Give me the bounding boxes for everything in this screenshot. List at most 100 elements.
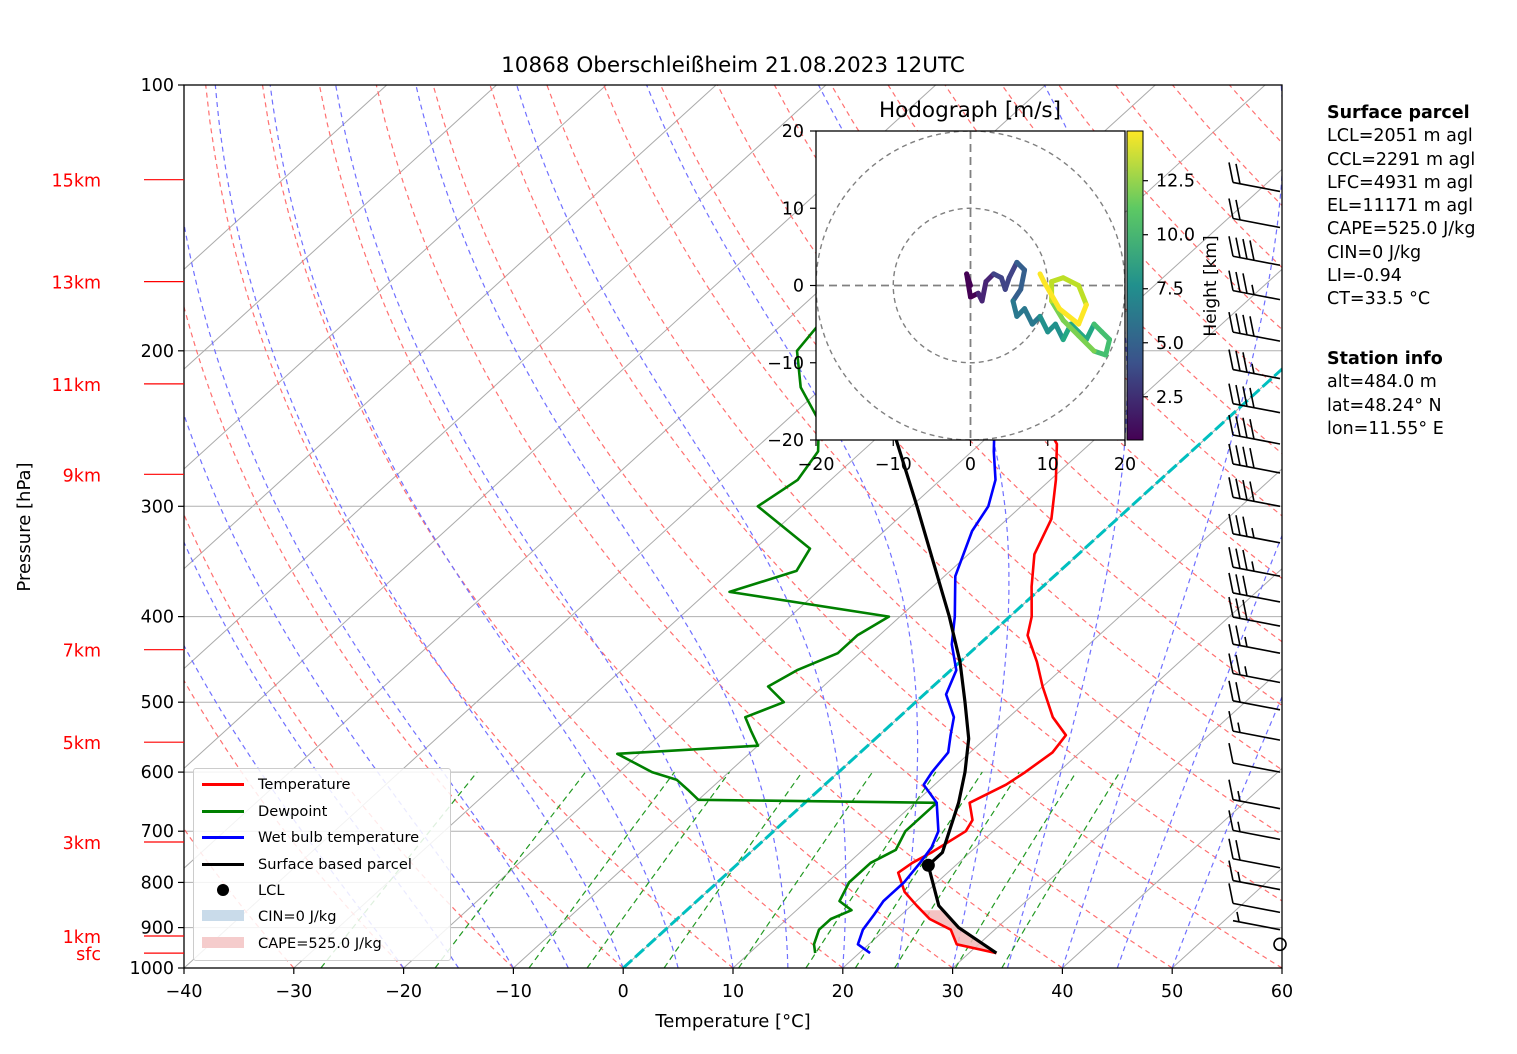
moist-adiabat-line	[415, 85, 789, 968]
wind-barb-staff	[1232, 616, 1281, 627]
moist-adiabat-line	[1006, 85, 1128, 968]
hodograph-x-tick-label: −10	[875, 455, 912, 475]
wind-barb-flag	[1235, 350, 1241, 372]
hodograph-segment	[1041, 279, 1062, 312]
wind-barb-flag	[1228, 742, 1234, 764]
mixing-ratio-line	[663, 771, 803, 968]
moist-adiabat-line	[214, 85, 624, 968]
station-lon: lon=11.55° E	[1327, 418, 1444, 439]
mixing-ratio-line	[738, 771, 873, 968]
wind-barb-flag	[1249, 419, 1255, 440]
wind-barb	[1228, 596, 1281, 627]
wind-barb-flag	[1228, 513, 1234, 535]
station-alt: alt=484.0 m	[1327, 372, 1437, 393]
wind-barb-flag	[1235, 416, 1241, 437]
hodograph-title: Hodograph [m/s]	[879, 98, 1061, 123]
wind-barb-flag	[1242, 386, 1248, 407]
hodograph-y-tick-label: −20	[767, 431, 804, 451]
wind-barb-staff	[1232, 402, 1281, 414]
wind-barb-flag	[1228, 311, 1234, 333]
dry-adiabat-line	[184, 304, 624, 968]
wind-barb-flag	[1228, 572, 1234, 594]
wind-barb-flag	[1249, 481, 1255, 502]
wind-barb-staff	[1232, 434, 1281, 445]
wind-barb-flag	[1249, 316, 1255, 337]
wind-barb-flag	[1235, 271, 1241, 293]
wind-barb-flag	[1235, 548, 1241, 569]
hodograph-plot-area	[816, 131, 1125, 440]
y-tick-label: 800	[141, 873, 174, 893]
wind-barb-staff	[1232, 217, 1281, 229]
wind-barb	[1228, 653, 1281, 684]
wind-barb-staff	[1232, 463, 1281, 474]
legend-label: Dewpoint	[258, 802, 328, 820]
dry-adiabat-line	[887, 85, 1282, 517]
profile-dewpoint	[615, 185, 939, 954]
wind-barb-flag	[1228, 414, 1234, 436]
legend-label: LCL	[258, 881, 285, 899]
wind-barb-staff	[1232, 592, 1281, 603]
legend-label: Temperature	[258, 775, 351, 793]
y-tick-label: 100	[141, 76, 174, 96]
mixing-ratio-line	[434, 771, 587, 968]
parcel-lfc: LFC=4931 m agl	[1327, 172, 1474, 193]
wind-barb-flag	[1235, 237, 1241, 258]
dry-adiabat-line	[603, 85, 1282, 836]
legend-item-cin: CIN=0 J/kg	[202, 906, 337, 926]
y-tick-label: 700	[141, 822, 174, 842]
hodograph-y-tick-label: 0	[793, 277, 804, 297]
hodograph-segment	[1037, 313, 1051, 335]
wind-barb-staff	[1232, 566, 1281, 578]
wind-barb-half-flag	[1244, 666, 1248, 677]
wind-barb-flag	[1228, 547, 1234, 568]
wind-barb-flag	[1228, 270, 1234, 291]
colorbar-tick-label: 12.5	[1156, 172, 1195, 192]
hodograph-x-tick-label: 20	[1114, 455, 1136, 475]
moist-adiabat-line	[335, 85, 734, 968]
x-tick-label: −10	[495, 982, 532, 1002]
mixing-ratio-line	[894, 771, 1020, 968]
wind-barb-flag	[1228, 198, 1234, 219]
hodograph-x-tick-label: 10	[1037, 455, 1059, 475]
x-axis-label: Temperature [°C]	[654, 1011, 810, 1032]
hodograph-segment	[964, 271, 973, 300]
wind-barb-flag	[1242, 599, 1248, 621]
wind-barb	[1228, 270, 1281, 301]
dry-adiabat-line	[318, 85, 953, 968]
x-tick-label: 20	[832, 982, 854, 1002]
hodograph: −20 −10 0 10 20 −20 −10 0 10 20 2.5 5.0 7.5 10.0 12.5	[767, 122, 1195, 475]
station-info-heading: Station info	[1327, 349, 1443, 369]
wind-barb-staff	[1232, 255, 1281, 267]
y-tick-label: 300	[141, 497, 174, 517]
zero-isotherm-line	[622, 367, 1282, 968]
wind-barb-half-flag	[1237, 790, 1241, 802]
wind-barb-flag	[1242, 352, 1248, 373]
y-tick-label: 400	[141, 608, 174, 628]
wind-barb-half-flag	[1237, 722, 1241, 733]
hodograph-segment	[1056, 306, 1082, 327]
wind-barb	[1228, 414, 1281, 445]
wind-barb-flag	[1228, 779, 1234, 800]
height-label: 13km	[52, 274, 101, 294]
moist-adiabat-line	[184, 413, 514, 968]
y-tick-label: 600	[141, 763, 174, 783]
wind-barb-staff	[1232, 496, 1281, 508]
moist-adiabat-line	[184, 644, 405, 968]
hodograph-y-tick-label: 20	[782, 122, 804, 142]
wind-barb	[1228, 443, 1281, 474]
height-label: 1km	[63, 928, 101, 948]
wind-barb-flag	[1235, 163, 1241, 185]
wind-barb-staff	[1232, 857, 1281, 869]
hodograph-segment	[1060, 275, 1082, 288]
parcel-ccl: CCL=2291 m agl	[1327, 149, 1476, 170]
legend-item-wetbulb: Wet bulb temperature	[202, 827, 419, 847]
parcel-ct: CT=33.5 °C	[1327, 289, 1431, 310]
wind-barb-staff	[1232, 879, 1281, 891]
wind-barb-flag	[1249, 240, 1255, 261]
wind-barb-half-flag	[1237, 821, 1241, 832]
hodograph-x-tick-label: −20	[798, 455, 835, 475]
wind-barb-flag	[1228, 653, 1234, 674]
isotherm-line	[184, 85, 607, 470]
wind-barb-flag	[1235, 625, 1241, 646]
